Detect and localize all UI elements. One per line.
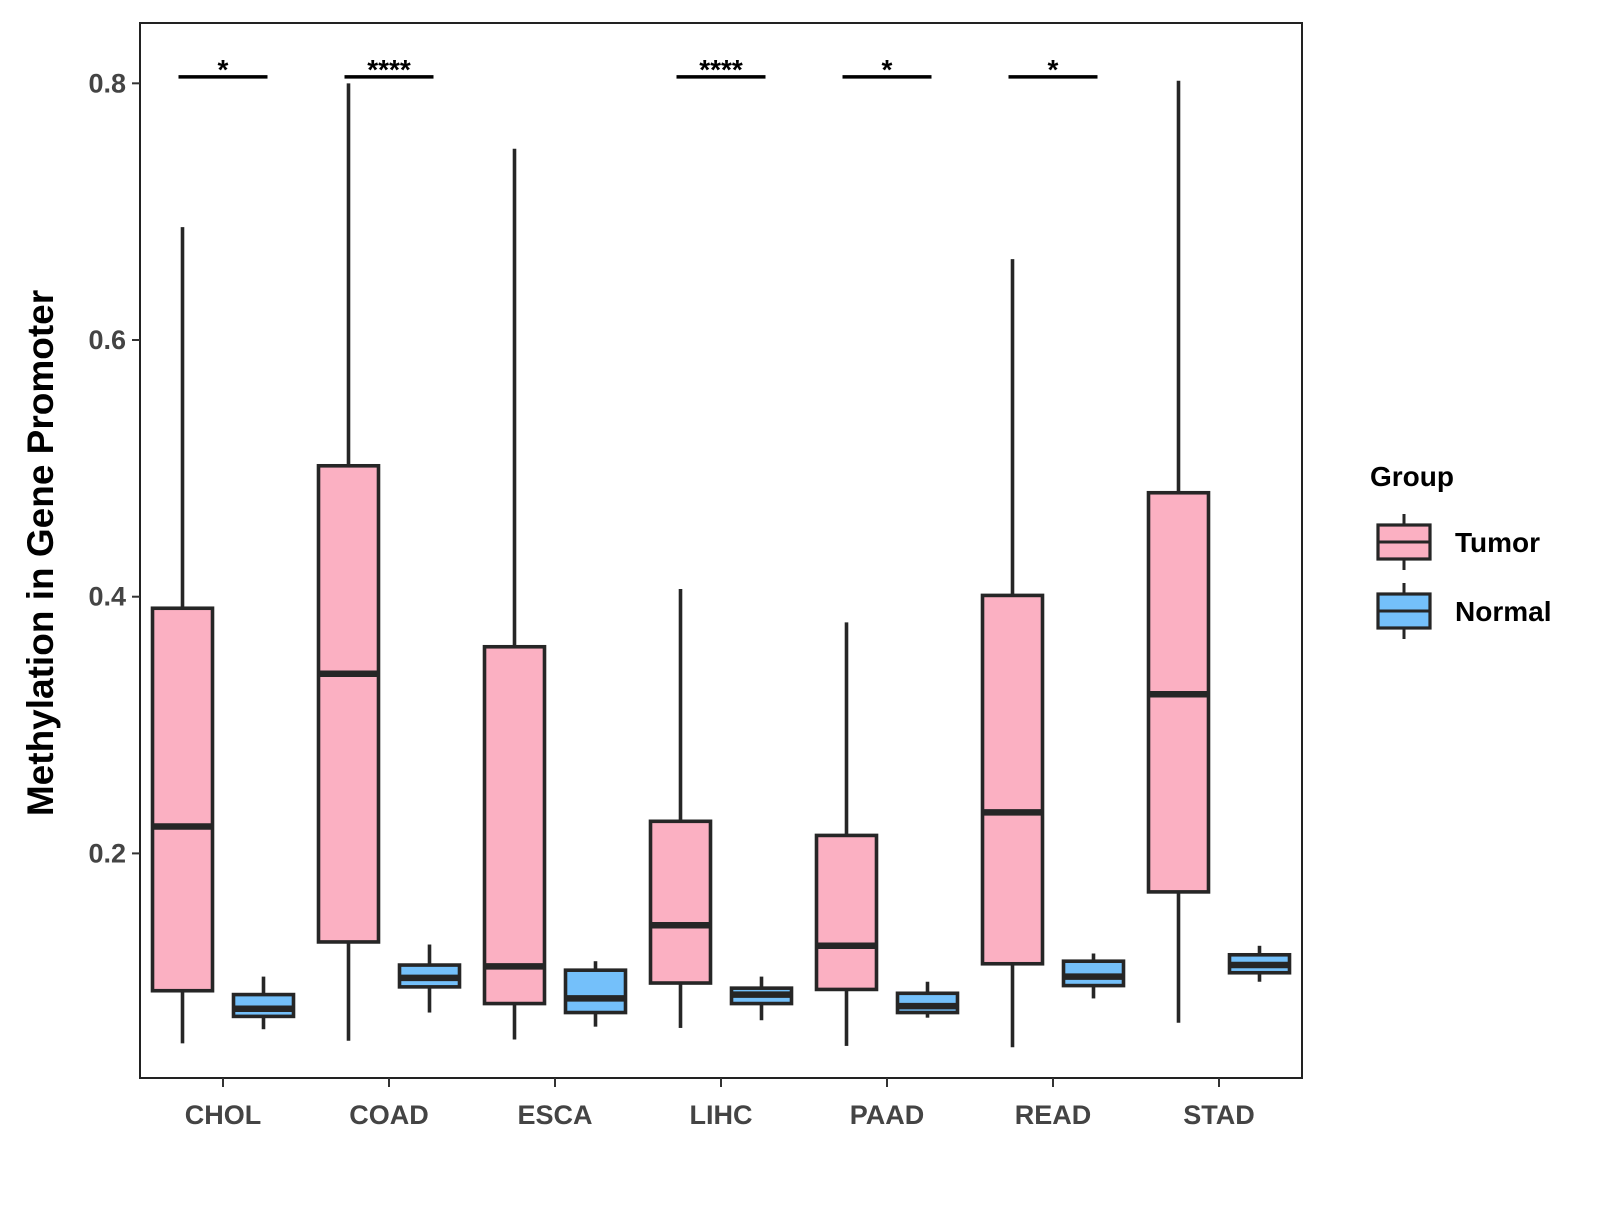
- box-normal-stad: [1227, 945, 1292, 982]
- box-tumor-stad: [1146, 80, 1211, 1023]
- box-iqr: [980, 593, 1045, 966]
- legend: Group Tumor Normal: [1370, 461, 1551, 639]
- x-tick-label-esca: ESCA: [517, 1100, 592, 1130]
- box-normal-lihc: [729, 976, 794, 1021]
- box-iqr: [814, 833, 879, 992]
- box-normal-read: [1061, 953, 1126, 999]
- y-tick-label: 0.8: [88, 68, 126, 98]
- box-iqr: [482, 644, 547, 1006]
- box-iqr: [150, 606, 215, 993]
- significance-annotations: * **** **** * *: [178, 54, 1098, 85]
- box-normal-paad: [895, 981, 960, 1018]
- plot-panel: * **** **** * *: [139, 22, 1303, 1079]
- box-tumor-paad: [814, 622, 879, 1046]
- significance-label-chol: *: [218, 54, 229, 85]
- legend-label-normal: Normal: [1455, 596, 1551, 627]
- x-axis: CHOL COAD ESCA LIHC PAAD READ STAD: [185, 1078, 1255, 1130]
- y-axis-title: Methylation in Gene Promoter: [20, 290, 61, 816]
- box-iqr: [648, 819, 713, 985]
- box-normal-esca: [563, 961, 628, 1027]
- box-tumor-chol: [150, 227, 215, 1044]
- significance-label-coad: ****: [367, 54, 411, 85]
- box-iqr: [563, 968, 628, 1015]
- x-tick-label-lihc: LIHC: [690, 1100, 753, 1130]
- legend-item-normal: Normal: [1376, 583, 1551, 639]
- legend-entries: Tumor Normal: [1376, 514, 1551, 639]
- box-tumor-coad: [316, 83, 381, 1041]
- y-tick-label: 0.4: [88, 582, 126, 612]
- box-normal-chol: [231, 976, 296, 1030]
- box-iqr: [316, 463, 381, 944]
- y-tick-label: 0.2: [88, 838, 126, 868]
- legend-title: Group: [1370, 461, 1454, 492]
- legend-label-tumor: Tumor: [1455, 527, 1540, 558]
- x-tick-label-paad: PAAD: [850, 1100, 925, 1130]
- box-tumor-esca: [482, 148, 547, 1040]
- significance-label-paad: *: [882, 54, 893, 85]
- series-normal: [231, 944, 1292, 1030]
- x-tick-label-stad: STAD: [1183, 1100, 1255, 1130]
- plot-border: [139, 22, 1303, 1079]
- y-tick-label: 0.6: [88, 325, 126, 355]
- box-tumor-read: [980, 259, 1045, 1048]
- x-tick-label-coad: COAD: [349, 1100, 429, 1130]
- x-tick-label-read: READ: [1015, 1100, 1092, 1130]
- significance-label-read: *: [1048, 54, 1059, 85]
- x-tick-label-chol: CHOL: [185, 1100, 262, 1130]
- legend-item-tumor: Tumor: [1376, 514, 1540, 570]
- y-axis: 0.2 0.4 0.6 0.8: [88, 68, 140, 868]
- series-tumor: [150, 80, 1211, 1048]
- significance-label-lihc: ****: [699, 54, 743, 85]
- box-tumor-lihc: [648, 589, 713, 1028]
- box-normal-coad: [397, 944, 462, 1013]
